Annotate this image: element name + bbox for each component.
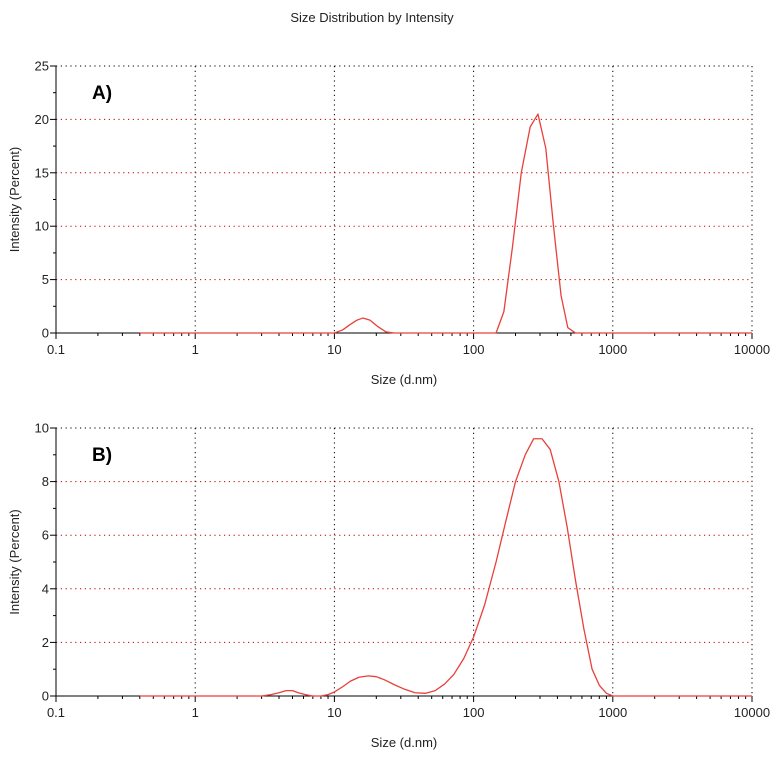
x-tick-label: 100 [463, 705, 485, 720]
y-tick-label: 8 [42, 474, 49, 489]
x-tick-label: 1000 [598, 705, 627, 720]
x-tick-label: 10 [327, 342, 341, 357]
x-tick-label: 0.1 [47, 342, 65, 357]
x-axis-title: Size (d.nm) [371, 735, 437, 750]
panel-label: B) [92, 445, 112, 466]
y-tick-label: 0 [42, 326, 49, 341]
y-tick-label: 20 [35, 112, 49, 127]
series-line [139, 438, 752, 697]
chart-panel-a: 0 5 10 15 20 25 0.1 1 10 100 1000 10000 Size (d.nm) I… [7, 59, 770, 388]
y-tick-label: 4 [42, 581, 49, 596]
y-tick-label: 25 [35, 59, 49, 74]
panel-label: A) [92, 83, 112, 104]
y-axis-title: Intensity (Percent) [7, 509, 22, 615]
y-tick-label: 5 [42, 272, 49, 287]
x-tick-label: 10000 [734, 342, 770, 357]
y-tick-label: 6 [42, 528, 49, 543]
x-axis-title: Size (d.nm) [371, 372, 437, 387]
y-tick-label: 10 [35, 219, 49, 234]
y-tick-label: 0 [42, 689, 49, 704]
x-tick-label: 1 [192, 342, 199, 357]
y-tick-label: 15 [35, 165, 49, 180]
figure-title: Size Distribution by Intensity [290, 10, 454, 25]
series-line [139, 113, 752, 334]
x-tick-label: 10000 [734, 705, 770, 720]
x-tick-label: 1 [192, 705, 199, 720]
chart-panel-b: 0 2 4 6 8 10 0.1 1 10 100 1000 10000 Size (d.nm) Inte… [7, 421, 770, 751]
x-tick-label: 100 [463, 342, 485, 357]
y-axis-title: Intensity (Percent) [7, 147, 22, 253]
y-tick-label: 2 [42, 635, 49, 650]
x-tick-label: 0.1 [47, 705, 65, 720]
x-tick-label: 10 [327, 705, 341, 720]
x-tick-label: 1000 [598, 342, 627, 357]
y-tick-label: 10 [35, 421, 49, 436]
